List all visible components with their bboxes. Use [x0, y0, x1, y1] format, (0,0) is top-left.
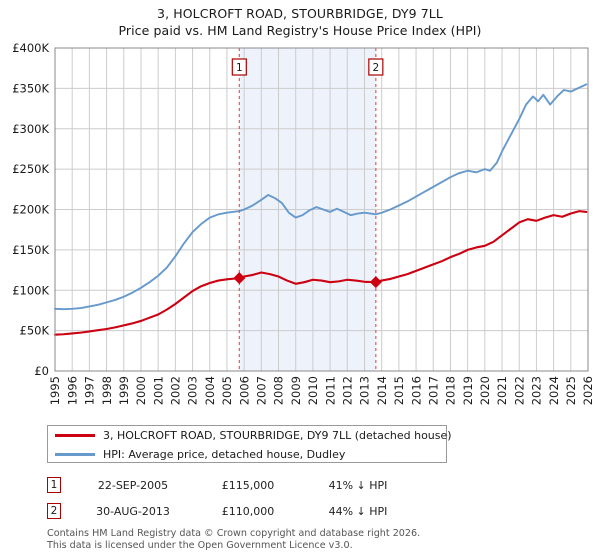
series-line-price-paid: [53, 210, 588, 336]
x-axis-tick-label: 2023: [530, 376, 544, 405]
chart-legend: 3, HOLCROFT ROAD, STOURBRIDGE, DY9 7LL (…: [47, 425, 452, 464]
series-line-hpi: [54, 83, 588, 311]
legend-label-hpi: HPI: Average price, detached house, Dudl…: [103, 448, 346, 461]
transaction-date-2: 30-AUG-2013: [96, 504, 170, 518]
x-axis-tick-label: 1995: [48, 376, 62, 405]
x-axis-tick-label: 2006: [237, 376, 251, 405]
legend-item-hpi: HPI: Average price, detached house, Dudl…: [48, 445, 446, 464]
y-axis-labels: £0 £50K £100K £150K £200K £250K £300K £350K £400…: [12, 41, 49, 378]
transaction-badge-2: 2: [47, 503, 61, 519]
x-axis-tick-label: 2008: [272, 376, 286, 405]
y-axis-tick-label: £200K: [12, 203, 49, 217]
legend-swatch-price-paid: [55, 434, 95, 437]
transaction-marker-diamond: [369, 276, 382, 289]
transactions-table: 1 22-SEP-2005 £115,000 41% ↓ HPI 2 30-AU…: [47, 472, 507, 524]
x-axis-tick-label: 2001: [151, 376, 165, 405]
x-axis-tick-label: 2021: [495, 376, 509, 405]
x-axis-labels: 1995 1996 1997 1998 1999 2000 2001 2002 2003 2004…: [48, 376, 595, 405]
annotation-badge: [368, 58, 384, 76]
x-axis-tick-label: 2015: [392, 376, 406, 405]
y-axis-tick-label: £300K: [12, 122, 49, 136]
transaction-badge-1: 1: [47, 477, 61, 493]
x-axis-tick-label: 2018: [444, 376, 458, 405]
x-axis-tick-label: 2004: [203, 376, 217, 405]
x-axis-tick-label: 2020: [478, 376, 492, 405]
axis-layer: [54, 47, 589, 372]
y-axis-tick-label: £100K: [12, 283, 49, 297]
transaction-price-2: £110,000: [221, 504, 275, 518]
y-axis-tick-label: £350K: [12, 81, 49, 95]
series-layer: [53, 83, 588, 336]
y-axis-tick-label: £250K: [12, 162, 49, 176]
transaction-marker-diamond: [233, 272, 246, 285]
legend-label-price-paid: 3, HOLCROFT ROAD, STOURBRIDGE, DY9 7LL (…: [103, 429, 452, 442]
transaction-price-1: £115,000: [221, 478, 275, 492]
x-axis-tick-label: 2005: [220, 376, 234, 405]
x-axis-tick-label: 1998: [100, 376, 114, 405]
x-axis-tick-label: 2007: [255, 376, 269, 405]
x-axis-tick-label: 2014: [375, 376, 389, 405]
footer-line-1: Contains HM Land Registry data © Crown c…: [47, 528, 421, 539]
legend-item-price-paid: 3, HOLCROFT ROAD, STOURBRIDGE, DY9 7LL (…: [48, 426, 452, 445]
transaction-delta-2: 44% ↓ HPI: [328, 504, 388, 518]
x-axis-tick-label: 1999: [117, 376, 131, 405]
x-axis-tick-label: 2025: [564, 376, 578, 405]
legend-swatch-hpi: [55, 453, 95, 456]
y-axis-tick-label: £150K: [12, 243, 49, 257]
x-axis-tick-label: 2024: [547, 376, 561, 405]
x-axis-tick-label: 2011: [323, 376, 337, 405]
y-axis-tick-label: £400K: [12, 41, 49, 55]
x-axis-tick-label: 2012: [340, 376, 354, 405]
transaction-date-1: 22-SEP-2005: [97, 478, 169, 492]
annotation-badge-label: 1: [236, 62, 243, 74]
attribution-footer: Contains HM Land Registry data © Crown c…: [47, 528, 587, 551]
x-axis-tick-label: 2003: [186, 376, 200, 405]
table-row: 2 30-AUG-2013 £110,000 44% ↓ HPI: [47, 498, 507, 524]
x-axis-tick-label: 2010: [306, 376, 320, 405]
page-title: 3, HOLCROFT ROAD, STOURBRIDGE, DY9 7LL P…: [0, 0, 600, 39]
title-line-2: Price paid vs. HM Land Registry's House …: [118, 23, 482, 38]
x-axis-tick-label: 2002: [169, 376, 183, 405]
annotation-badge-label: 2: [372, 62, 379, 74]
table-row: 1 22-SEP-2005 £115,000 41% ↓ HPI: [47, 472, 507, 498]
x-axis-tick-label: 2022: [512, 376, 526, 405]
x-axis-tick-label: 2009: [289, 376, 303, 405]
x-axis-tick-label: 2026: [581, 376, 595, 405]
x-axis-tick-label: 2017: [426, 376, 440, 405]
x-axis-tick-label: 2013: [358, 376, 372, 405]
x-axis-tick-label: 2019: [461, 376, 475, 405]
x-axis-tick-label: 2016: [409, 376, 423, 405]
title-line-1: 3, HOLCROFT ROAD, STOURBRIDGE, DY9 7LL: [157, 6, 443, 21]
x-axis-tick-label: 1996: [65, 376, 79, 405]
x-axis-tick-label: 1997: [83, 376, 97, 405]
x-axis-tick-label: 2000: [134, 376, 148, 405]
annotation-badge: [231, 58, 247, 76]
y-axis-tick-label: £50K: [20, 324, 50, 338]
transaction-delta-1: 41% ↓ HPI: [328, 478, 388, 492]
footer-line-2: This data is licensed under the Open Gov…: [47, 539, 353, 551]
y-axis-tick-label: £0: [34, 364, 49, 378]
